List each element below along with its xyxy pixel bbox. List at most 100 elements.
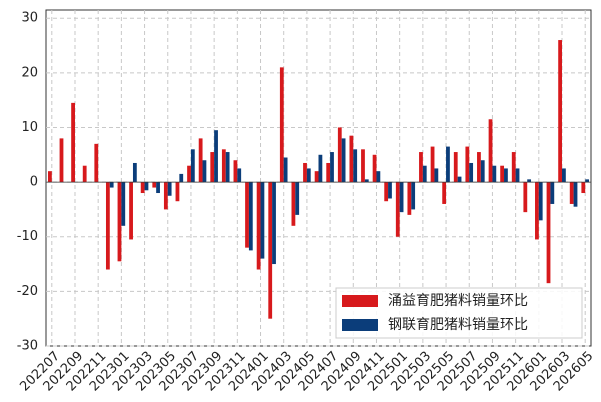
bar <box>71 102 75 183</box>
bar <box>295 182 300 215</box>
legend-label: 涌益育肥猪料销量环比 <box>388 293 528 309</box>
bar <box>442 182 447 204</box>
bar <box>214 130 218 183</box>
bar <box>411 182 416 210</box>
bar <box>326 162 331 183</box>
bar <box>546 182 551 284</box>
y-tick-label: 0 <box>30 175 38 190</box>
bar <box>140 182 145 194</box>
bar <box>202 160 207 183</box>
bar <box>349 135 354 183</box>
bar <box>156 182 160 194</box>
bar <box>492 165 497 183</box>
bar <box>94 143 99 183</box>
bar <box>422 165 427 183</box>
bar <box>515 168 520 183</box>
bar <box>82 165 87 183</box>
bar <box>376 171 381 183</box>
bar <box>430 146 435 183</box>
bar <box>446 146 450 183</box>
bar <box>453 152 458 183</box>
bar <box>272 182 276 265</box>
bar <box>477 152 481 183</box>
bar <box>268 182 273 319</box>
bar <box>175 182 180 202</box>
bar <box>581 182 586 194</box>
bar <box>511 152 516 183</box>
bar <box>407 182 412 215</box>
bar <box>221 149 226 183</box>
bar <box>59 138 64 183</box>
bar <box>109 182 114 188</box>
bar <box>535 182 539 240</box>
plot-frame <box>45 9 592 347</box>
bar <box>144 182 149 191</box>
bar <box>538 182 543 221</box>
bar <box>132 162 137 183</box>
bar <box>245 182 249 248</box>
bar <box>279 67 284 183</box>
bar <box>469 162 474 183</box>
bar <box>163 182 168 210</box>
bar <box>419 152 423 183</box>
legend-swatch <box>342 295 378 307</box>
bar <box>210 152 215 183</box>
bar <box>353 149 358 183</box>
y-tick-label: 30 <box>21 11 38 26</box>
bar <box>198 138 203 183</box>
bar <box>306 168 311 183</box>
bar <box>314 171 319 183</box>
bar <box>573 182 578 207</box>
bar <box>291 182 296 226</box>
y-tick-label: 10 <box>21 120 38 135</box>
bar <box>152 182 157 188</box>
bar <box>361 149 365 183</box>
bar <box>457 176 462 183</box>
bar <box>187 165 191 183</box>
bar <box>562 168 566 183</box>
bar <box>500 165 505 183</box>
bar <box>283 157 288 183</box>
bar <box>504 168 508 183</box>
y-tick-label: 20 <box>21 65 38 80</box>
y-tick-label: -10 <box>17 229 38 244</box>
y-tick-label: -20 <box>17 284 38 299</box>
bar <box>569 182 574 204</box>
bar <box>399 182 404 213</box>
bar <box>488 119 493 183</box>
legend-swatch <box>342 319 378 331</box>
bar <box>117 182 122 262</box>
y-tick-label: -30 <box>17 339 38 354</box>
bar <box>303 162 307 183</box>
bar <box>129 182 133 240</box>
bar <box>384 182 389 202</box>
bar <box>395 182 400 237</box>
bar <box>190 149 195 183</box>
bar <box>260 182 265 259</box>
bar <box>330 152 334 183</box>
bar <box>434 168 439 183</box>
bar <box>364 179 369 183</box>
bar <box>527 179 532 183</box>
bar <box>480 160 485 183</box>
bar <box>318 154 323 183</box>
bar <box>341 138 346 183</box>
bar <box>225 152 230 183</box>
bar <box>47 171 52 183</box>
bar <box>585 179 590 183</box>
legend-label: 钢联育肥猪料销量环比 <box>388 317 528 333</box>
bar <box>550 182 555 204</box>
bar <box>558 40 563 183</box>
bar <box>465 146 470 183</box>
bar <box>256 182 261 270</box>
bar <box>248 182 253 251</box>
bar <box>337 127 342 183</box>
bar <box>105 182 110 270</box>
bar <box>121 182 126 226</box>
bar <box>179 173 184 183</box>
bar <box>523 182 528 213</box>
bar <box>237 168 242 183</box>
bar <box>388 182 392 199</box>
bar <box>372 154 377 183</box>
